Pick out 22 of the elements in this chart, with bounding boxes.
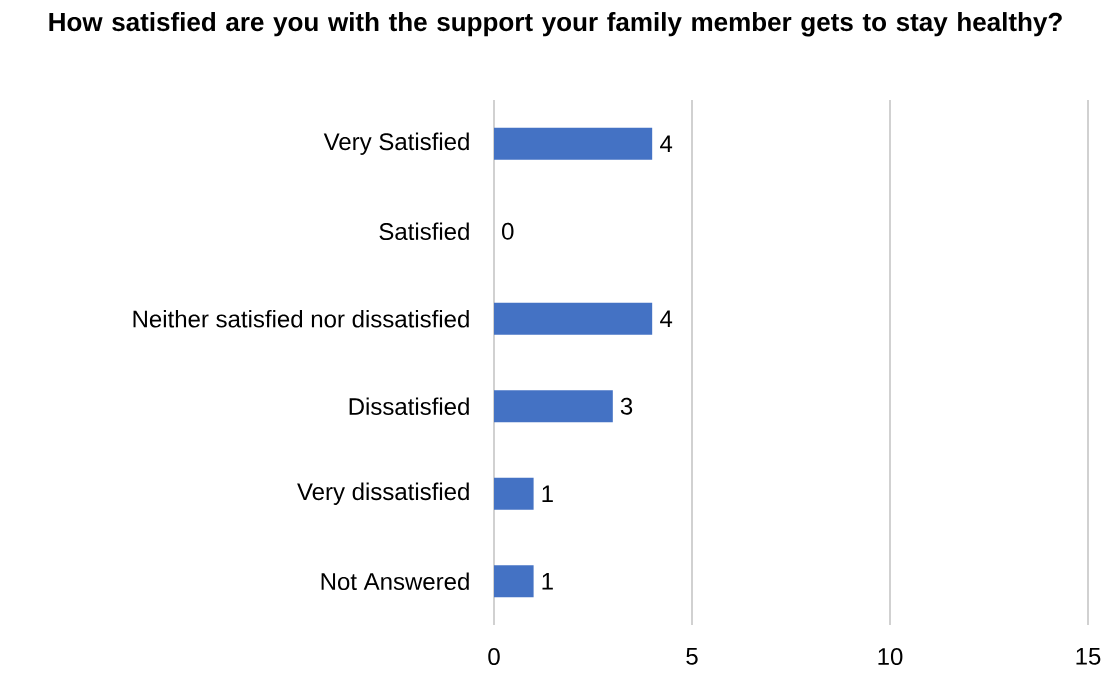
bar <box>494 127 653 160</box>
data-label: 1 <box>542 573 553 590</box>
x-tick-label: 10 <box>878 648 903 666</box>
data-label: 3 <box>620 397 633 415</box>
x-tick-label: 5 <box>686 648 698 665</box>
bar <box>494 302 653 335</box>
data-label: 4 <box>660 310 673 328</box>
y-tick-label: Very dissatisfied <box>297 482 469 505</box>
data-label: 4 <box>660 135 673 153</box>
y-tick-label: Neither satisfied nor dissatisfied <box>133 309 469 328</box>
y-tick-label: Very Satisfied <box>323 132 469 155</box>
bar <box>494 390 613 423</box>
data-label: 1 <box>542 485 553 503</box>
chart-title: How satisfied are you with the support your family member gets to stay healthy? <box>49 12 1062 37</box>
y-tick-label: Dissatisfied <box>349 397 469 416</box>
y-tick-label: Not Answered <box>321 572 469 591</box>
data-label: 0 <box>502 222 514 240</box>
bar <box>494 565 534 598</box>
x-tick-label: 0 <box>488 648 500 666</box>
y-tick-label: Satisfied <box>379 222 469 241</box>
bar <box>494 477 534 510</box>
x-tick-label: 15 <box>1076 648 1101 665</box>
